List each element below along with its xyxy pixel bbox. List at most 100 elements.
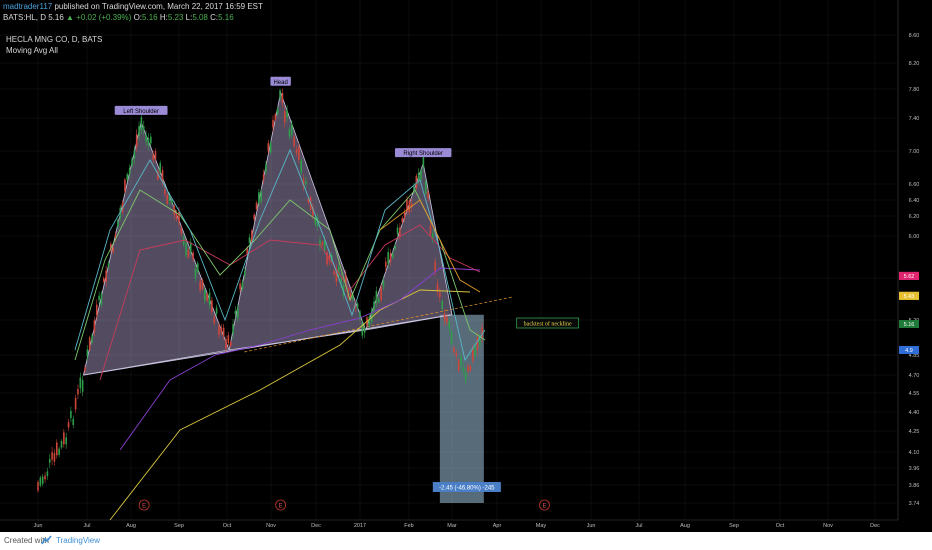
candle — [474, 345, 476, 357]
candle — [63, 432, 65, 445]
candle — [380, 287, 382, 301]
open-value: 5.16 — [142, 13, 158, 22]
candle — [276, 108, 279, 115]
chart-canvas[interactable]: 8.608.207.807.407.006.606.406.206.005.60… — [0, 0, 932, 532]
candle — [133, 150, 136, 159]
candle — [356, 303, 359, 309]
candle — [269, 142, 272, 153]
x-tick-label: Jun — [587, 523, 596, 529]
low-label: L: — [185, 13, 193, 22]
candle — [232, 324, 234, 334]
candle — [253, 214, 255, 220]
candle — [138, 126, 140, 137]
candle — [464, 371, 467, 381]
candle — [429, 225, 432, 235]
candle — [175, 213, 178, 219]
candle — [443, 313, 446, 321]
candle — [363, 328, 366, 333]
pattern-label: Left Shoulder — [123, 109, 159, 115]
candle — [128, 167, 131, 175]
candle — [171, 200, 173, 204]
x-tick-label: Sep — [174, 523, 184, 529]
candle — [382, 280, 385, 287]
candle — [457, 360, 460, 371]
candle — [145, 134, 147, 142]
candle — [422, 154, 425, 168]
annotation-text: backtest of neckline — [524, 321, 572, 328]
candle — [51, 452, 53, 460]
candle — [105, 270, 107, 282]
x-tick-label: Mar — [447, 523, 457, 529]
candle — [180, 227, 183, 234]
x-tick-label: Dec — [311, 523, 321, 529]
candle — [72, 418, 75, 426]
candle — [281, 93, 284, 104]
y-tick-label: 4.55 — [909, 391, 920, 397]
candle — [265, 164, 267, 172]
candle — [110, 243, 112, 251]
candle — [298, 146, 300, 160]
candle — [140, 117, 143, 131]
candle — [135, 134, 138, 148]
candle — [420, 169, 422, 180]
right-shoulder-triangle — [364, 161, 453, 331]
footer: Created with TradingView — [0, 532, 932, 550]
y-tick-label: 7.00 — [909, 149, 920, 155]
candle — [399, 227, 401, 236]
measure-label-bg — [432, 482, 501, 492]
candle — [114, 234, 117, 239]
candle — [93, 320, 96, 333]
candle — [107, 263, 110, 267]
candle — [201, 280, 204, 289]
candle — [46, 471, 49, 477]
pattern-label: Head — [273, 80, 287, 86]
symbol-label[interactable]: BATS:HL, D — [3, 13, 46, 22]
created-with: Created with — [4, 536, 49, 545]
x-tick-label: Feb — [404, 523, 413, 529]
candle — [283, 111, 286, 123]
candle — [178, 211, 180, 223]
candle — [74, 398, 77, 410]
candle — [352, 295, 354, 300]
candle — [211, 300, 213, 312]
candle — [396, 227, 399, 234]
measure-label: -2.45 (-46.80%) -245 — [439, 486, 495, 492]
candle — [476, 337, 479, 351]
candle — [65, 437, 67, 445]
candle — [319, 240, 321, 247]
candle — [258, 192, 260, 204]
low-value: 5.08 — [192, 13, 208, 22]
price-axis-bg — [898, 0, 932, 532]
candle — [389, 253, 392, 262]
candle — [225, 339, 227, 349]
indicator-label[interactable]: Moving Avg All — [6, 46, 58, 55]
candle — [436, 283, 439, 292]
candle — [246, 248, 248, 254]
candle — [471, 348, 474, 361]
candle — [91, 335, 93, 343]
ohlc-line: BATS:HL, D 5.16 ▲ +0.02 (+0.39%) O:5.16 … — [3, 13, 234, 23]
left-shoulder-triangle — [82, 120, 230, 376]
candle — [185, 242, 187, 256]
candle — [124, 179, 126, 192]
candle — [424, 181, 427, 194]
x-tick-label: Jul — [635, 523, 642, 529]
candle — [427, 192, 429, 199]
candle — [370, 310, 373, 322]
candle — [204, 289, 206, 301]
x-tick-label: Jun — [34, 523, 43, 529]
y-tick-label: 4.25 — [909, 429, 920, 435]
price-tag — [899, 346, 919, 354]
tradingview-brand[interactable]: TradingView — [56, 536, 101, 545]
pattern-label: Right Shoulder — [403, 151, 443, 157]
candle — [41, 476, 44, 484]
author-link[interactable]: madtrader117 — [3, 2, 53, 11]
candle — [262, 174, 265, 180]
chart-area[interactable]: 8.608.207.807.407.006.606.406.206.005.60… — [0, 0, 932, 532]
price-tag-label: 5.16 — [904, 322, 915, 328]
price-tag-label: 5.62 — [904, 274, 915, 280]
candle — [39, 477, 42, 486]
candle — [413, 186, 415, 191]
neckline — [83, 314, 453, 376]
candle — [328, 255, 331, 261]
